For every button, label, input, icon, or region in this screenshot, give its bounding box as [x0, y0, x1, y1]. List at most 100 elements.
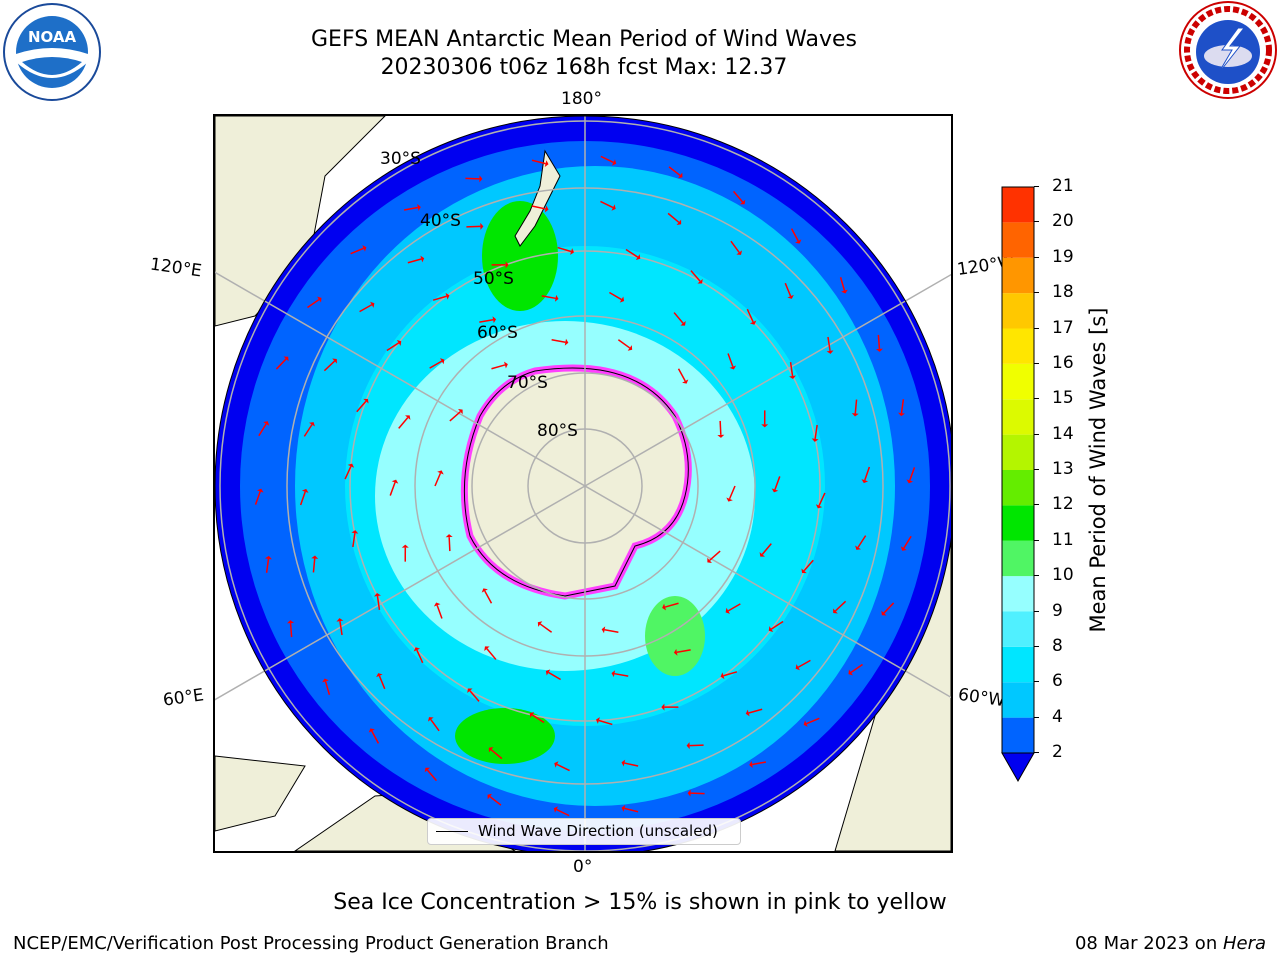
- wind-wave-arrow: [745, 708, 763, 717]
- wind-wave-arrow: [254, 488, 264, 505]
- wind-wave-arrow: [275, 356, 289, 370]
- wind-wave-arrow: [686, 742, 704, 750]
- wind-wave-arrow: [311, 555, 319, 573]
- wind-wave-arrow: [725, 603, 741, 614]
- wind-wave-arrow: [287, 620, 295, 638]
- wind-wave-arrow: [531, 205, 549, 213]
- colorbar-tick-label: 2: [1052, 742, 1063, 762]
- lon-label-60e: 60°E: [161, 685, 206, 711]
- wind-wave-arrow: [484, 646, 497, 660]
- colorbar-tick-label: 10: [1052, 565, 1074, 586]
- colorbar-segment: [1002, 505, 1034, 541]
- wind-wave-arrow: [621, 759, 639, 767]
- wind-wave-arrow: [258, 421, 270, 437]
- map-svg: 30°S 40°S 50°S 60°S 70°S 80°S: [215, 116, 951, 851]
- lat-label: 40°S: [420, 211, 461, 231]
- wind-wave-arrow: [749, 761, 767, 768]
- colorbar-segment: [1002, 257, 1034, 294]
- colorbar: [1001, 186, 1035, 783]
- colorbar-segment: [1002, 717, 1034, 753]
- wind-wave-arrow: [790, 228, 802, 244]
- colorbar-tick-mark: [1034, 575, 1039, 577]
- wind-wave-arrow: [600, 200, 616, 211]
- wind-wave-arrow: [386, 339, 402, 352]
- wind-wave-arrows: [254, 155, 916, 817]
- chart-subtitle: 20230306 t06z 168h fcst Max: 12.37: [380, 55, 788, 80]
- wind-wave-arrow: [707, 550, 721, 563]
- legend: Wind Wave Direction (unscaled): [427, 818, 741, 845]
- colorbar-label: Mean Period of Wind Waves [s]: [1086, 307, 1110, 633]
- wind-wave-arrow: [553, 806, 570, 817]
- lat-label: 80°S: [537, 421, 578, 441]
- wind-wave-arrow: [407, 255, 425, 264]
- wind-wave-arrow: [687, 789, 705, 797]
- colorbar-segment: [1002, 293, 1034, 329]
- legend-label: Wind Wave Direction (unscaled): [478, 822, 718, 840]
- footer-date: 08 Mar 2023 on Hera: [1075, 933, 1266, 954]
- colorbar-tick-mark: [1034, 186, 1039, 187]
- wind-wave-arrow: [359, 301, 375, 313]
- wind-wave-arrow: [265, 555, 272, 573]
- colorbar-tick-mark: [1034, 539, 1039, 541]
- wind-wave-arrow: [771, 476, 781, 493]
- wind-wave-arrow: [545, 669, 561, 681]
- wind-wave-arrow: [350, 245, 367, 255]
- wind-wave-arrow: [479, 316, 497, 324]
- colorbar-tick-label: 21: [1052, 176, 1074, 196]
- lat-label: 60°S: [477, 323, 518, 343]
- colorbar-tick-mark: [1034, 469, 1039, 470]
- wind-wave-arrow: [487, 793, 502, 806]
- wave-patch-nz: [482, 201, 558, 311]
- wind-wave-arrow: [839, 277, 848, 294]
- wind-wave-arrow: [611, 670, 629, 678]
- nws-logo: [1179, 1, 1277, 99]
- wind-wave-arrow: [730, 240, 743, 255]
- noaa-logo: NOAA: [3, 3, 101, 101]
- wind-wave-arrow: [336, 618, 344, 636]
- wind-wave-arrow: [467, 688, 480, 702]
- wind-wave-arrow: [784, 282, 794, 299]
- colorbar-frame: [1001, 186, 1035, 754]
- wind-wave-arrow: [717, 420, 725, 438]
- colorbar-tick-mark: [1034, 398, 1039, 400]
- colorbar-tick-label: 6: [1052, 671, 1063, 692]
- lon-label-120e: 120°E: [148, 254, 203, 282]
- wind-wave-arrow: [491, 361, 508, 370]
- wind-wave-arrow: [554, 761, 570, 772]
- wind-wave-arrow: [303, 422, 315, 437]
- wind-wave-arrow: [661, 703, 679, 711]
- colorbar-tick-mark: [1034, 433, 1039, 435]
- wind-wave-arrow: [445, 534, 453, 552]
- wind-wave-arrow: [491, 261, 509, 269]
- colorbar-tick-label: 18: [1052, 282, 1074, 303]
- chart-title: GEFS MEAN Antarctic Mean Period of Wind …: [311, 27, 857, 52]
- colorbar-tick-mark: [1034, 292, 1039, 294]
- wind-wave-arrow: [373, 593, 381, 610]
- colorbar-segment: [1002, 328, 1034, 364]
- wind-wave-arrow: [356, 398, 369, 413]
- wind-wave-arrow: [465, 175, 483, 183]
- wind-wave-arrow: [667, 212, 682, 226]
- wind-wave-arrow: [617, 339, 633, 351]
- wind-wave-arrow: [433, 602, 443, 619]
- wind-wave-arrow: [795, 659, 811, 671]
- colorbar-tick-label: 4: [1052, 706, 1063, 727]
- wind-wave-arrow: [677, 368, 689, 384]
- wind-wave-arrow: [344, 463, 355, 480]
- wind-wave-arrow: [621, 805, 639, 813]
- wind-wave-arrow: [432, 292, 450, 301]
- lon-label-0: 0°: [573, 857, 593, 877]
- lon-label-60w: 60°W: [956, 684, 1007, 712]
- colorbar-segment: [1002, 399, 1034, 435]
- colorbar-tick-label: 20: [1052, 211, 1074, 232]
- wind-wave-arrow: [398, 415, 411, 429]
- antarctica-coastline: [463, 367, 689, 597]
- land-new-zealand: [514, 149, 561, 247]
- colorbar-segment: [1002, 540, 1034, 577]
- wind-wave-arrow: [595, 717, 613, 726]
- wind-wave-arrow: [855, 535, 867, 550]
- wind-wave-arrow: [898, 399, 905, 417]
- meridian-line: [215, 271, 951, 699]
- colorbar-tick-mark: [1034, 221, 1039, 223]
- wind-wave-arrow: [600, 155, 617, 166]
